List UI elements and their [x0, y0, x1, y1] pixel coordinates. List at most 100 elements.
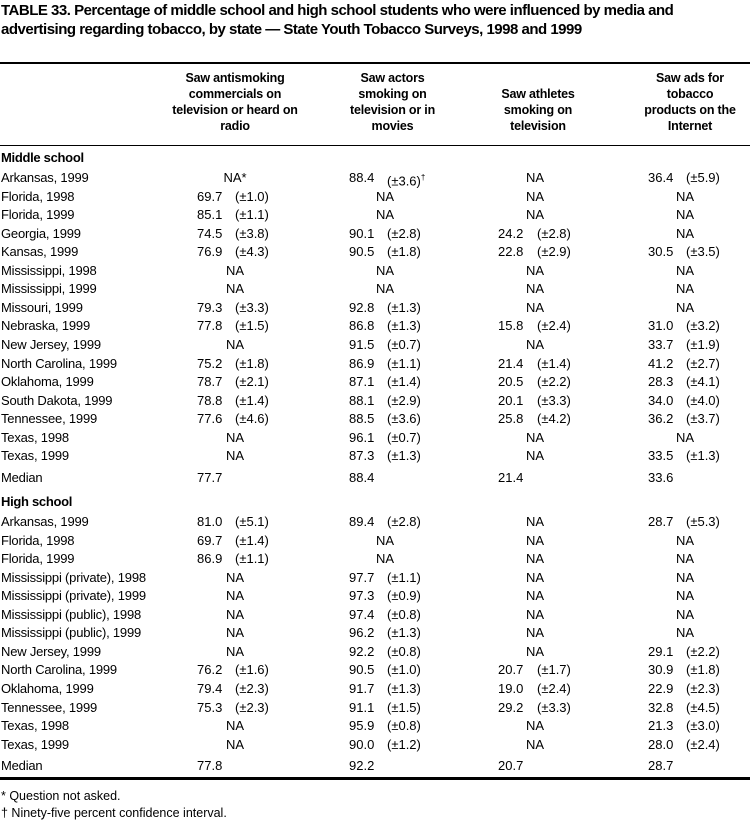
confidence-interval: (±4.2) — [537, 410, 571, 428]
footnote-not-asked: * Question not asked. — [1, 789, 121, 803]
confidence-interval-text: (±2.3) — [235, 680, 269, 696]
row-label: Kansas, 1999 — [1, 244, 79, 260]
confidence-interval-text: (±2.3) — [235, 699, 269, 715]
confidence-interval: (±1.1) — [387, 569, 421, 587]
confidence-interval: (±1.3) — [387, 680, 421, 698]
percentage-value: 77.8 — [197, 318, 223, 334]
top-rule — [0, 62, 750, 64]
percentage-value: 20.7 — [498, 758, 524, 774]
confidence-interval-text: (±3.0) — [686, 718, 720, 734]
na-cell: NA — [525, 551, 545, 567]
na-cell: NA — [225, 281, 245, 297]
na-cell: NA — [525, 188, 545, 204]
table-row: North Carolina, 1999 75.2 (±1.8) 86.9 (±1.1)… — [0, 355, 750, 373]
table-row: Arkansas, 1999 NA* 88.4 (±3.6)† NA 36.4 (±5.9) — [0, 169, 750, 188]
row-label: Florida, 1998 — [1, 188, 75, 204]
bottom-rule — [0, 777, 750, 780]
confidence-interval: (±1.5) — [387, 699, 421, 717]
confidence-interval-text: (±2.8) — [537, 225, 571, 241]
confidence-interval-text: (±1.3) — [387, 318, 421, 334]
confidence-interval: (±2.2) — [686, 643, 720, 661]
na-cell: NA — [225, 336, 245, 352]
row-label: New Jersey, 1999 — [1, 643, 101, 659]
row-label: Oklahoma, 1999 — [1, 374, 94, 390]
na-cell: NA — [375, 532, 395, 548]
na-cell: NA — [525, 299, 545, 315]
confidence-interval: (±3.2) — [686, 317, 720, 335]
footnote-marker: † — [420, 173, 426, 182]
percentage-value: 81.0 — [197, 514, 223, 529]
percentage-value: 90.5 — [349, 662, 375, 678]
confidence-interval-text: (±3.2) — [686, 318, 720, 334]
row-label: North Carolina, 1999 — [1, 662, 117, 678]
row-label: Arkansas, 1999 — [1, 170, 89, 185]
confidence-interval-text: (±2.3) — [686, 680, 720, 696]
header-rule — [0, 145, 750, 146]
confidence-interval-text: (±1.8) — [387, 244, 421, 260]
percentage-value: 36.2 — [648, 411, 674, 427]
confidence-interval-text: (±4.5) — [686, 699, 720, 715]
column-header-antismoking: Saw antismoking commercials on televisio… — [172, 71, 298, 133]
confidence-interval-text: (±1.4) — [537, 355, 571, 371]
confidence-interval-text: (±1.5) — [387, 699, 421, 715]
confidence-interval-text: (±1.7) — [537, 662, 571, 678]
confidence-interval: (±2.8) — [537, 225, 571, 243]
confidence-interval-text: (±2.1) — [235, 374, 269, 390]
confidence-interval-text: (±1.0) — [235, 188, 269, 204]
table-row: Tennessee, 1999 77.6 (±4.6) 88.5 (±3.6) 25.8 (… — [0, 410, 750, 428]
percentage-value: 88.5 — [349, 411, 375, 427]
percentage-value: 31.0 — [648, 318, 674, 334]
confidence-interval-text: (±0.8) — [387, 643, 421, 659]
percentage-value: 20.1 — [498, 392, 524, 408]
percentage-value: 30.5 — [648, 244, 674, 260]
confidence-interval-text: (±4.3) — [235, 244, 269, 260]
confidence-interval: (±0.7) — [387, 336, 421, 354]
table-row: Florida, 1998 69.7 (±1.4) NA NA NA — [0, 532, 750, 550]
confidence-interval: (±1.1) — [235, 206, 269, 224]
row-label: Nebraska, 1999 — [1, 318, 90, 334]
table-row: Kansas, 1999 76.9 (±4.3) 90.5 (±1.8) 22.8 (±2.… — [0, 243, 750, 261]
row-label: Arkansas, 1999 — [1, 514, 89, 529]
confidence-interval-text: (±1.3) — [387, 680, 421, 696]
confidence-interval: (±1.4) — [235, 532, 269, 550]
row-label: Mississippi (private), 1999 — [1, 588, 146, 604]
na-cell: NA* — [223, 170, 247, 185]
confidence-interval-text: (±1.1) — [235, 207, 269, 223]
table-row: Mississippi (private), 1999 NA 97.3 (±0.9) N… — [0, 587, 750, 605]
na-cell: NA — [225, 262, 245, 278]
confidence-interval-text: (±2.9) — [537, 244, 571, 260]
confidence-interval-text: (±1.0) — [387, 662, 421, 678]
na-cell: NA — [675, 625, 695, 641]
confidence-interval-text: (±1.3) — [387, 299, 421, 315]
percentage-value: 69.7 — [197, 188, 223, 204]
na-cell: NA — [525, 448, 545, 464]
percentage-value: 79.3 — [197, 299, 223, 315]
confidence-interval: (±1.1) — [387, 355, 421, 373]
percentage-value: 89.4 — [349, 514, 375, 529]
table-row: New Jersey, 1999 NA 92.2 (±0.8) NA 29.1 (±2.2) — [0, 643, 750, 661]
percentage-value: 97.4 — [349, 606, 375, 622]
percentage-value: 77.8 — [197, 758, 223, 774]
table-row: Tennessee, 1999 75.3 (±2.3) 91.1 (±1.5) 29.2 (… — [0, 699, 750, 717]
na-cell: NA — [375, 262, 395, 278]
confidence-interval-text: (±4.0) — [686, 392, 720, 408]
confidence-interval-text: (±2.9) — [387, 392, 421, 408]
confidence-interval-text: (±3.6) — [387, 411, 421, 427]
confidence-interval: (±1.3) — [387, 447, 421, 465]
percentage-value: 88.1 — [349, 392, 375, 408]
row-label: Texas, 1999 — [1, 448, 69, 464]
table-row: Texas, 1998 NA 95.9 (±0.8) NA 21.3 (±3.0) — [0, 717, 750, 735]
confidence-interval: (±2.3) — [686, 680, 720, 698]
percentage-value: 41.2 — [648, 355, 674, 371]
row-label: North Carolina, 1999 — [1, 355, 117, 371]
confidence-interval-text: (±5.1) — [235, 514, 269, 529]
table-row: South Dakota, 1999 78.8 (±1.4) 88.1 (±2.9) 20… — [0, 392, 750, 410]
confidence-interval: (±1.3) — [387, 299, 421, 317]
confidence-interval: (±3.3) — [537, 699, 571, 717]
percentage-value: 75.3 — [197, 699, 223, 715]
confidence-interval: (±3.7) — [686, 410, 720, 428]
confidence-interval: (±0.8) — [387, 717, 421, 735]
confidence-interval-text: (±3.7) — [686, 411, 720, 427]
confidence-interval-text: (±3.3) — [537, 392, 571, 408]
confidence-interval-text: (±1.5) — [235, 318, 269, 334]
